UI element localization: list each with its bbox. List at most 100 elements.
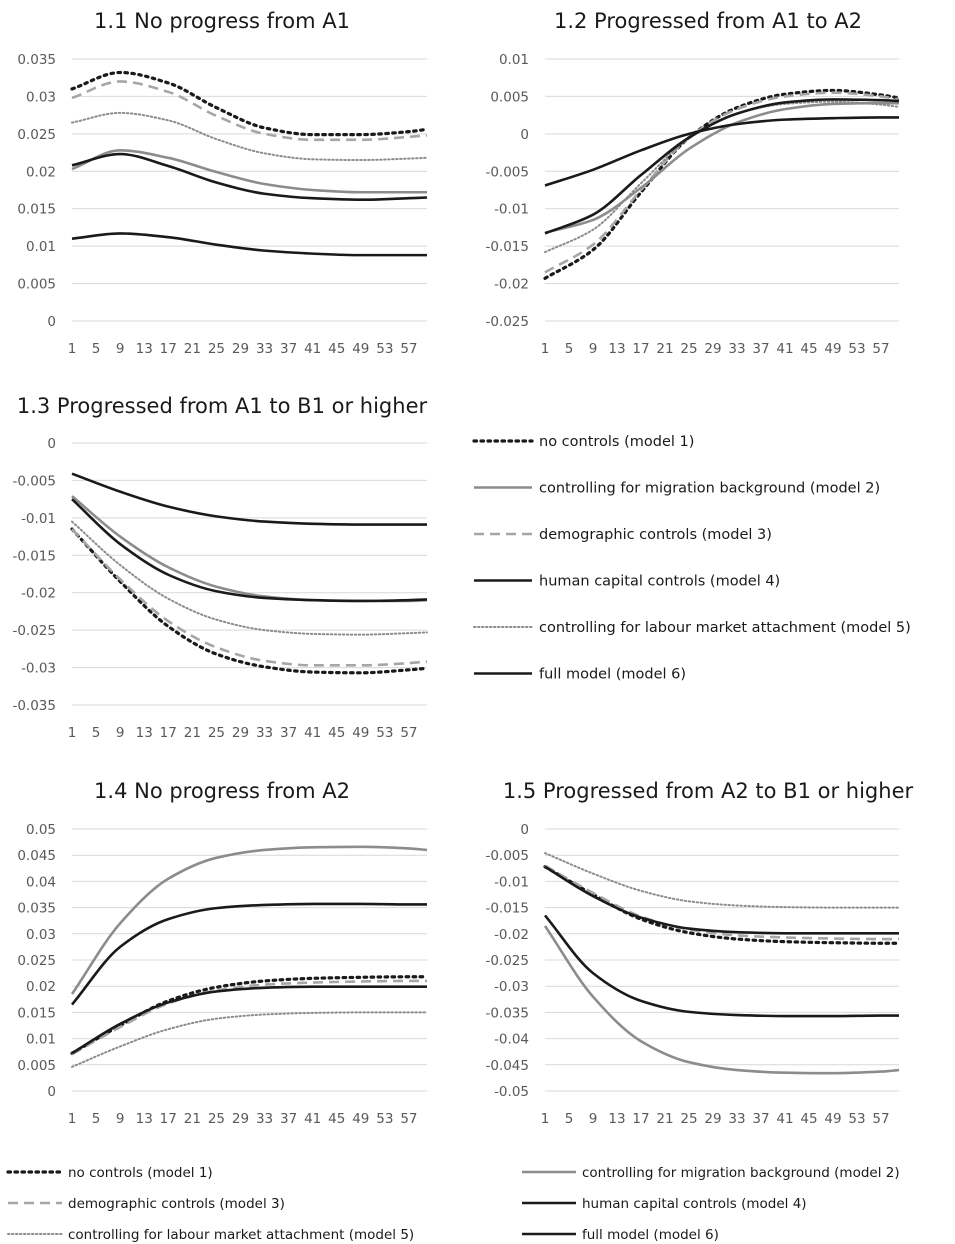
x-tick-label: 17	[160, 341, 177, 357]
series-line-m2	[70, 845, 428, 995]
x-tick-label: 29	[232, 1111, 249, 1127]
series-line-m4	[544, 98, 900, 235]
y-tick-label: 0.02	[26, 164, 56, 180]
y-tick-label: 0.025	[17, 127, 56, 143]
x-tick-label: 25	[208, 1111, 225, 1127]
x-tick-label: 21	[184, 341, 201, 357]
y-tick-label: 0.045	[17, 848, 56, 864]
legend-panel-right: no controls (model 1) controlling for mig…	[472, 434, 911, 683]
series-line-m5	[71, 520, 428, 636]
y-tick-label: -0.01	[494, 874, 529, 890]
chart-title: 1.2 Progressed from A1 to A2	[554, 9, 862, 33]
x-tick-label: 9	[116, 1111, 125, 1127]
y-tick-label: 0	[47, 436, 56, 452]
x-tick-label: 45	[328, 341, 345, 357]
chart-panel-2: 1.2 Progressed from A1 to A2 -0.025 -0.02 -…	[485, 9, 901, 357]
x-tick-label: 29	[704, 341, 721, 357]
y-tick-label: 0.025	[17, 953, 56, 969]
y-tick-label: -0.005	[12, 473, 56, 489]
series-line-m4	[71, 498, 428, 603]
y-tick-label: -0.05	[494, 1084, 529, 1100]
legend-item-m3: demographic controls (model 3)	[8, 1196, 285, 1212]
x-tick-label: 13	[608, 341, 625, 357]
y-tick-label: 0.035	[17, 52, 56, 68]
legend-label: human capital controls (model 4)	[539, 574, 780, 590]
series-line-m4	[71, 152, 428, 202]
x-tick-label: 13	[136, 341, 153, 357]
y-tick-label: -0.03	[494, 979, 529, 995]
x-tick-label: 41	[304, 1111, 321, 1127]
x-tick-label: 17	[160, 1111, 177, 1127]
x-tick-label: 5	[565, 1111, 574, 1127]
x-tick-label: 13	[608, 1111, 625, 1127]
legend-item-m1: no controls (model 1)	[472, 434, 694, 450]
x-tick-label: 53	[848, 1111, 865, 1127]
legend-bottom: no controls (model 1) controlling for mig…	[6, 1165, 900, 1243]
chart-panel-4: 1.4 No progress from A2 0 0.005 0.01 0.015 0.…	[17, 779, 429, 1127]
x-tick-label: 25	[208, 341, 225, 357]
x-tick-label: 45	[328, 725, 345, 741]
x-tick-label: 57	[400, 341, 417, 357]
y-tick-label: -0.03	[21, 661, 56, 677]
y-tick-label: 0	[47, 314, 56, 330]
x-tick-label: 1	[541, 1111, 550, 1127]
legend-item-m5: controlling for labour market attachment…	[473, 620, 911, 636]
series-line-m6	[71, 902, 427, 1006]
y-tick-label: -0.035	[12, 698, 56, 714]
legend-item-m6: full model (model 6)	[522, 1227, 719, 1243]
x-tick-label: 49	[824, 341, 841, 357]
y-tick-label: -0.025	[12, 623, 56, 639]
series-line-m5	[544, 852, 900, 909]
x-tick-label: 21	[656, 341, 673, 357]
x-tick-label: 37	[280, 1111, 297, 1127]
x-tick-label: 53	[376, 341, 393, 357]
y-tick-label: -0.005	[485, 848, 529, 864]
x-tick-label: 41	[776, 341, 793, 357]
y-tick-label: 0.015	[17, 202, 56, 218]
x-tick-label: 37	[752, 1111, 769, 1127]
y-tick-label: 0.03	[26, 927, 56, 943]
y-tick-label: -0.025	[485, 953, 529, 969]
x-tick-label: 1	[68, 725, 77, 741]
legend-item-m2: controlling for migration background (mo…	[474, 481, 880, 497]
chart-panel-5: 1.5 Progressed from A2 to B1 or higher -0…	[485, 779, 913, 1127]
x-tick-label: 21	[656, 1111, 673, 1127]
legend-item-m2: controlling for migration background (mo…	[522, 1165, 900, 1181]
x-tick-label: 53	[848, 341, 865, 357]
legend-item-m6: full model (model 6)	[474, 667, 686, 683]
x-tick-label: 49	[352, 341, 369, 357]
y-tick-label: 0.01	[26, 1032, 56, 1048]
x-tick-label: 29	[232, 725, 249, 741]
y-tick-label: -0.015	[485, 239, 529, 255]
chart-title: 1.1 No progress from A1	[94, 9, 350, 33]
legend-label: human capital controls (model 4)	[582, 1196, 807, 1212]
y-tick-label: -0.015	[12, 548, 56, 564]
x-tick-label: 49	[352, 725, 369, 741]
series-line-m1	[70, 70, 429, 137]
x-tick-label: 49	[352, 1111, 369, 1127]
x-tick-label: 9	[589, 1111, 598, 1127]
x-tick-label: 53	[376, 1111, 393, 1127]
y-tick-label: -0.04	[494, 1032, 529, 1048]
series-line-m2	[544, 101, 899, 234]
x-tick-label: 25	[680, 341, 697, 357]
series-line-m3	[544, 91, 900, 274]
x-tick-label: 45	[800, 1111, 817, 1127]
y-tick-label: -0.01	[494, 202, 529, 218]
x-tick-label: 5	[565, 341, 574, 357]
x-tick-label: 33	[728, 341, 745, 357]
legend-label: demographic controls (model 3)	[68, 1196, 285, 1212]
x-tick-label: 41	[304, 725, 321, 741]
y-tick-label: 0.01	[26, 239, 56, 255]
legend-item-m1: no controls (model 1)	[6, 1165, 213, 1181]
series-line-m2	[71, 149, 427, 194]
legend-label: no controls (model 1)	[539, 434, 694, 450]
x-tick-label: 5	[92, 1111, 101, 1127]
x-tick-label: 21	[184, 725, 201, 741]
series-line-m3	[544, 864, 899, 941]
x-tick-label: 53	[376, 725, 393, 741]
legend-label: full model (model 6)	[582, 1227, 719, 1243]
x-tick-label: 57	[872, 1111, 889, 1127]
y-tick-label: -0.02	[494, 927, 529, 943]
x-tick-label: 33	[256, 1111, 273, 1127]
